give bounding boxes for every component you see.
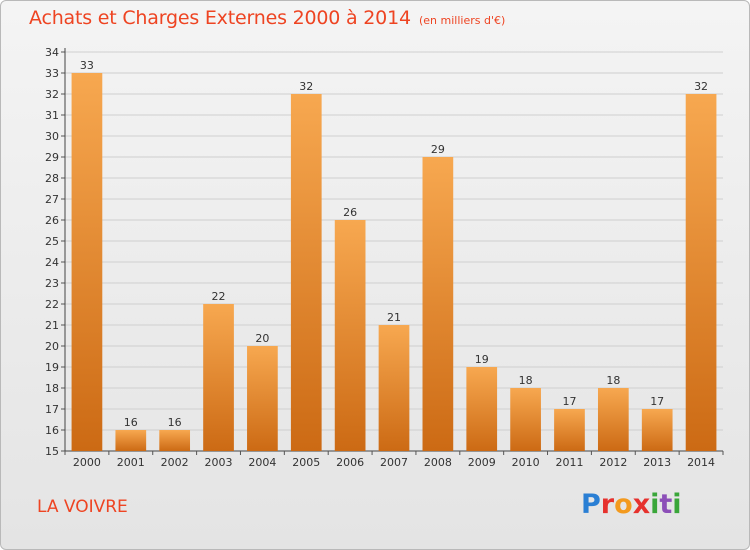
bar-2005 — [290, 94, 322, 451]
x-tick-label: 2010 — [512, 456, 540, 469]
value-label: 18 — [519, 374, 533, 387]
bar-2002 — [159, 430, 191, 451]
x-tick-label: 2011 — [555, 456, 583, 469]
x-tick-label: 2005 — [292, 456, 320, 469]
bar-2004 — [247, 346, 278, 451]
value-label: 17 — [562, 395, 576, 408]
value-label: 32 — [299, 80, 313, 93]
y-tick-label: 18 — [45, 382, 59, 395]
y-tick-label: 34 — [45, 46, 59, 59]
x-tick-label: 2013 — [643, 456, 671, 469]
proxiti-logo: Proxiti — [581, 489, 682, 520]
labels: 33 2000 16 2001 16 2002 22 2003 20 2004 32 2005 26 20… — [73, 59, 715, 469]
value-label: 26 — [343, 206, 357, 219]
x-tick-label: 2000 — [73, 456, 101, 469]
y-tick-label: 23 — [45, 277, 59, 290]
bar-2007 — [378, 325, 410, 451]
commune-name: LA VOIVRE — [37, 497, 128, 517]
y-tick-label: 27 — [45, 193, 59, 206]
value-label: 21 — [387, 311, 401, 324]
value-label: 29 — [431, 143, 445, 156]
x-tick-label: 2014 — [687, 456, 715, 469]
chart-subtitle: (en milliers d'€) — [419, 14, 506, 27]
bar-2006 — [334, 220, 366, 451]
bars — [71, 73, 717, 451]
x-tick-label: 2008 — [424, 456, 452, 469]
bar-2000 — [71, 73, 103, 451]
bar-2014 — [685, 94, 717, 451]
y-tick-label: 31 — [45, 109, 59, 122]
value-label: 16 — [124, 416, 138, 429]
bar-2012 — [597, 388, 629, 451]
y-tick-label: 17 — [45, 403, 59, 416]
y-tick-label: 25 — [45, 235, 59, 248]
bar-2010 — [510, 388, 541, 451]
x-tick-label: 2007 — [380, 456, 408, 469]
x-tick-label: 2001 — [117, 456, 145, 469]
x-tick-label: 2004 — [248, 456, 276, 469]
value-label: 20 — [255, 332, 269, 345]
y-tick-label: 29 — [45, 151, 59, 164]
value-label: 19 — [475, 353, 489, 366]
value-label: 32 — [694, 80, 708, 93]
value-label: 22 — [212, 290, 226, 303]
y-tick-label: 22 — [45, 298, 59, 311]
x-tick-label: 2002 — [161, 456, 189, 469]
bar-2001 — [115, 430, 147, 451]
x-tick-label: 2012 — [599, 456, 627, 469]
bar-2008 — [422, 157, 454, 451]
y-tick-label: 30 — [45, 130, 59, 143]
value-label: 17 — [650, 395, 664, 408]
y-tick-label: 32 — [45, 88, 59, 101]
y-tick-label: 33 — [45, 67, 59, 80]
y-tick-label: 21 — [45, 319, 59, 332]
bar-2003 — [203, 304, 234, 451]
bar-2011 — [554, 409, 585, 451]
y-tick-label: 19 — [45, 361, 59, 374]
x-tick-label: 2003 — [205, 456, 233, 469]
y-tick-label: 28 — [45, 172, 59, 185]
x-tick-label: 2006 — [336, 456, 364, 469]
y-tick-label: 20 — [45, 340, 59, 353]
value-label: 33 — [80, 59, 94, 72]
bar-2013 — [641, 409, 673, 451]
y-tick-label: 16 — [45, 424, 59, 437]
bar-2009 — [466, 367, 498, 451]
y-tick-label: 24 — [45, 256, 59, 269]
value-label: 16 — [168, 416, 182, 429]
y-tick-label: 15 — [45, 445, 59, 458]
chart-title: Achats et Charges Externes 2000 à 2014 — [29, 7, 411, 29]
value-label: 18 — [606, 374, 620, 387]
x-tick-label: 2009 — [468, 456, 496, 469]
y-tick-label: 26 — [45, 214, 59, 227]
